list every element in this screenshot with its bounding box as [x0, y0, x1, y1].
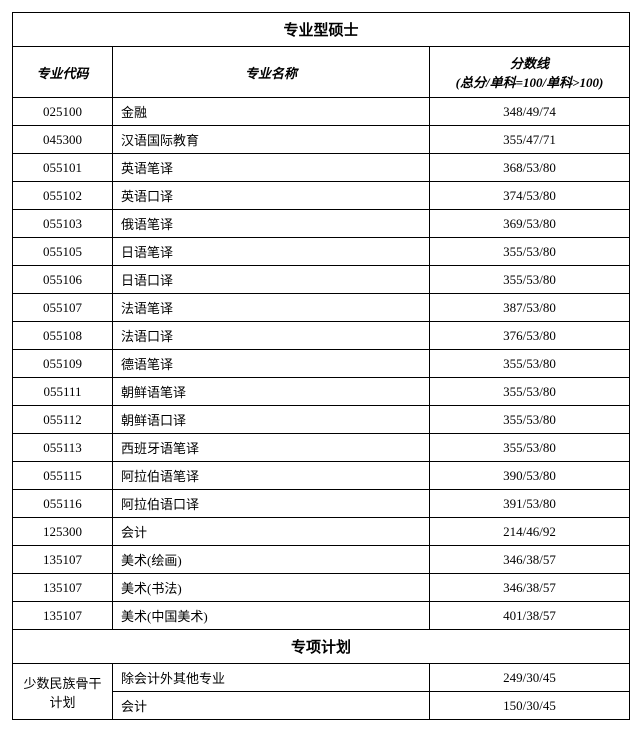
score-value: 346/38/57 — [430, 574, 630, 602]
score-value: 376/53/80 — [430, 322, 630, 350]
score-value: 249/30/45 — [430, 664, 630, 692]
major-code: 135107 — [13, 546, 113, 574]
major-code: 055106 — [13, 266, 113, 294]
table-row: 055111朝鲜语笔译355/53/80 — [13, 378, 630, 406]
col-header-code: 专业代码 — [13, 47, 113, 98]
table-row: 055113西班牙语笔译355/53/80 — [13, 434, 630, 462]
score-value: 348/49/74 — [430, 98, 630, 126]
major-name: 日语口译 — [113, 266, 430, 294]
score-value: 401/38/57 — [430, 602, 630, 630]
major-name: 美术(中国美术) — [113, 602, 430, 630]
table-row: 055108法语口译376/53/80 — [13, 322, 630, 350]
score-value: 150/30/45 — [430, 692, 630, 720]
score-value: 355/53/80 — [430, 406, 630, 434]
major-code: 135107 — [13, 602, 113, 630]
table-row: 少数民族骨干计划除会计外其他专业249/30/45 — [13, 664, 630, 692]
score-value: 369/53/80 — [430, 210, 630, 238]
major-code: 055112 — [13, 406, 113, 434]
section-title: 专项计划 — [13, 630, 630, 664]
score-value: 355/53/80 — [430, 266, 630, 294]
major-code: 025100 — [13, 98, 113, 126]
major-code: 055108 — [13, 322, 113, 350]
table-row: 055115阿拉伯语笔译390/53/80 — [13, 462, 630, 490]
score-table: 专业型硕士专业代码专业名称分数线(总分/单科=100/单科>100)025100… — [12, 12, 630, 720]
table-row: 055101英语笔译368/53/80 — [13, 154, 630, 182]
score-value: 368/53/80 — [430, 154, 630, 182]
major-code: 055111 — [13, 378, 113, 406]
major-code: 055105 — [13, 238, 113, 266]
score-value: 387/53/80 — [430, 294, 630, 322]
major-code: 055116 — [13, 490, 113, 518]
col-header-score: 分数线(总分/单科=100/单科>100) — [430, 47, 630, 98]
major-name: 西班牙语笔译 — [113, 434, 430, 462]
score-value: 390/53/80 — [430, 462, 630, 490]
major-name: 会计 — [113, 518, 430, 546]
score-value: 346/38/57 — [430, 546, 630, 574]
major-code: 055102 — [13, 182, 113, 210]
table-row: 055109德语笔译355/53/80 — [13, 350, 630, 378]
score-value: 374/53/80 — [430, 182, 630, 210]
major-name: 英语口译 — [113, 182, 430, 210]
major-code: 055103 — [13, 210, 113, 238]
table-row: 025100金融348/49/74 — [13, 98, 630, 126]
major-name: 美术(书法) — [113, 574, 430, 602]
table-row: 055106日语口译355/53/80 — [13, 266, 630, 294]
major-name: 朝鲜语口译 — [113, 406, 430, 434]
table-row: 专项计划 — [13, 630, 630, 664]
score-value: 391/53/80 — [430, 490, 630, 518]
major-code: 055113 — [13, 434, 113, 462]
major-name: 英语笔译 — [113, 154, 430, 182]
score-value: 214/46/92 — [430, 518, 630, 546]
major-name: 日语笔译 — [113, 238, 430, 266]
major-name: 朝鲜语笔译 — [113, 378, 430, 406]
major-code: 055101 — [13, 154, 113, 182]
table-row: 055112朝鲜语口译355/53/80 — [13, 406, 630, 434]
score-header-line2: (总分/单科=100/单科>100) — [434, 72, 625, 91]
score-value: 355/53/80 — [430, 434, 630, 462]
major-name: 法语笔译 — [113, 294, 430, 322]
major-name: 阿拉伯语笔译 — [113, 462, 430, 490]
major-name: 俄语笔译 — [113, 210, 430, 238]
table-row: 055103俄语笔译369/53/80 — [13, 210, 630, 238]
major-name: 汉语国际教育 — [113, 126, 430, 154]
table-row: 135107美术(中国美术)401/38/57 — [13, 602, 630, 630]
table-row: 055116阿拉伯语口译391/53/80 — [13, 490, 630, 518]
major-code: 125300 — [13, 518, 113, 546]
score-value: 355/53/80 — [430, 378, 630, 406]
major-code: 055109 — [13, 350, 113, 378]
score-value: 355/47/71 — [430, 126, 630, 154]
table-row: 055105日语笔译355/53/80 — [13, 238, 630, 266]
group-label: 少数民族骨干计划 — [13, 664, 113, 720]
major-code: 055115 — [13, 462, 113, 490]
col-header-name: 专业名称 — [113, 47, 430, 98]
table-row: 专业代码专业名称分数线(总分/单科=100/单科>100) — [13, 47, 630, 98]
score-value: 355/53/80 — [430, 350, 630, 378]
major-name: 金融 — [113, 98, 430, 126]
table-row: 135107美术(绘画)346/38/57 — [13, 546, 630, 574]
major-name: 法语口译 — [113, 322, 430, 350]
major-name: 除会计外其他专业 — [113, 664, 430, 692]
major-name: 美术(绘画) — [113, 546, 430, 574]
major-name: 阿拉伯语口译 — [113, 490, 430, 518]
major-code: 045300 — [13, 126, 113, 154]
table-row: 135107美术(书法)346/38/57 — [13, 574, 630, 602]
table-row: 125300会计214/46/92 — [13, 518, 630, 546]
major-code: 055107 — [13, 294, 113, 322]
score-value: 355/53/80 — [430, 238, 630, 266]
major-name: 德语笔译 — [113, 350, 430, 378]
table-row: 055107法语笔译387/53/80 — [13, 294, 630, 322]
table-row: 045300汉语国际教育355/47/71 — [13, 126, 630, 154]
major-name: 会计 — [113, 692, 430, 720]
table-row: 055102英语口译374/53/80 — [13, 182, 630, 210]
major-code: 135107 — [13, 574, 113, 602]
score-header-line1: 分数线 — [434, 53, 625, 72]
table-row: 专业型硕士 — [13, 13, 630, 47]
section-title: 专业型硕士 — [13, 13, 630, 47]
